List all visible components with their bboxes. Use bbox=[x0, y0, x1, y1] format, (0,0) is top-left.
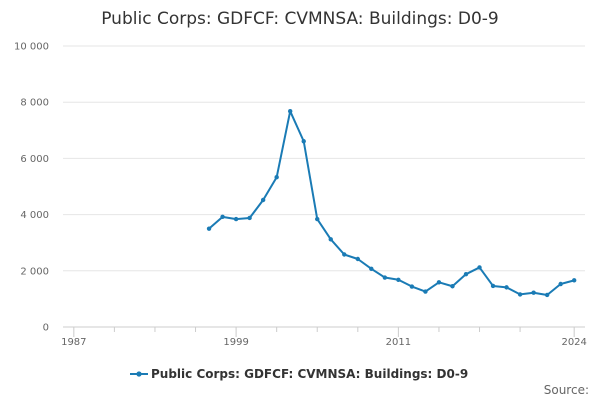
data-point[interactable] bbox=[504, 285, 509, 290]
y-tick-label: 6 000 bbox=[20, 154, 49, 165]
legend[interactable]: Public Corps: GDFCF: CVMNSA: Buildings: … bbox=[130, 367, 468, 381]
data-point[interactable] bbox=[558, 281, 563, 287]
data-point[interactable] bbox=[355, 256, 361, 262]
y-tick-label: 0 bbox=[43, 323, 49, 334]
data-point[interactable] bbox=[328, 237, 333, 242]
data-point[interactable] bbox=[206, 226, 212, 231]
y-tick-label: 4 000 bbox=[20, 210, 49, 221]
data-point[interactable] bbox=[382, 275, 388, 280]
data-point[interactable] bbox=[315, 216, 320, 222]
data-point[interactable] bbox=[544, 292, 550, 298]
y-tick-label: 10 000 bbox=[14, 42, 49, 53]
data-point[interactable] bbox=[490, 283, 496, 289]
data-point[interactable] bbox=[477, 265, 482, 270]
x-tick-label: 1987 bbox=[61, 337, 86, 348]
data-point[interactable] bbox=[531, 290, 536, 295]
data-point[interactable] bbox=[301, 139, 306, 144]
data-point[interactable] bbox=[260, 197, 266, 203]
data-point[interactable] bbox=[571, 278, 577, 283]
data-point[interactable] bbox=[409, 284, 415, 289]
data-point[interactable] bbox=[247, 215, 252, 221]
grid-layer bbox=[63, 45, 585, 272]
x-tick-label: 1999 bbox=[223, 337, 248, 348]
legend-label: Public Corps: GDFCF: CVMNSA: Buildings: … bbox=[151, 367, 468, 381]
data-point[interactable] bbox=[274, 175, 279, 180]
y-tick-label: 8 000 bbox=[20, 98, 49, 109]
data-point[interactable] bbox=[287, 108, 293, 114]
data-point[interactable] bbox=[450, 284, 455, 289]
x-tick-label: 2011 bbox=[386, 337, 411, 348]
series-line[interactable] bbox=[208, 110, 576, 296]
data-point[interactable] bbox=[436, 280, 442, 285]
data-point[interactable] bbox=[517, 292, 523, 297]
data-point[interactable] bbox=[463, 271, 469, 277]
data-point[interactable] bbox=[369, 266, 374, 272]
series-layer bbox=[206, 108, 577, 298]
source-label: Source: bbox=[544, 383, 589, 397]
chart-title: Public Corps: GDFCF: CVMNSA: Buildings: … bbox=[101, 9, 499, 29]
legend-point-marker bbox=[136, 371, 142, 377]
data-point[interactable] bbox=[233, 216, 239, 222]
data-point[interactable] bbox=[220, 214, 225, 220]
data-point[interactable] bbox=[342, 252, 347, 257]
x-tick-label: 2024 bbox=[561, 337, 586, 348]
y-tick-label: 2 000 bbox=[20, 266, 49, 277]
data-point[interactable] bbox=[423, 289, 428, 294]
axis-layer: 0 2 000 4 000 6 000 8 000 10 000 1987 1999 2011 2… bbox=[14, 42, 587, 349]
data-point[interactable] bbox=[396, 277, 401, 282]
